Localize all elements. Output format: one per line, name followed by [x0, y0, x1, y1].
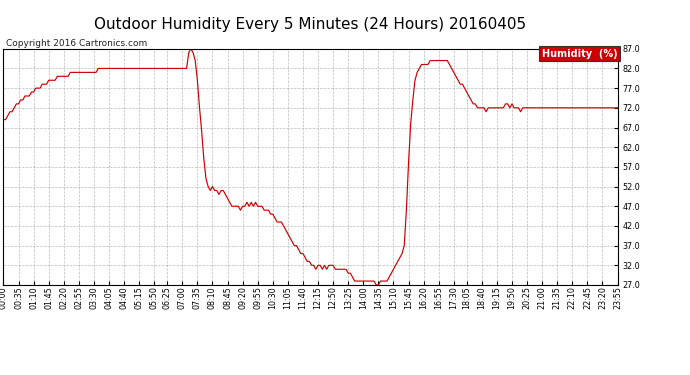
Text: Copyright 2016 Cartronics.com: Copyright 2016 Cartronics.com: [6, 39, 147, 48]
Text: Humidity  (%): Humidity (%): [542, 49, 618, 59]
Text: Outdoor Humidity Every 5 Minutes (24 Hours) 20160405: Outdoor Humidity Every 5 Minutes (24 Hou…: [95, 17, 526, 32]
